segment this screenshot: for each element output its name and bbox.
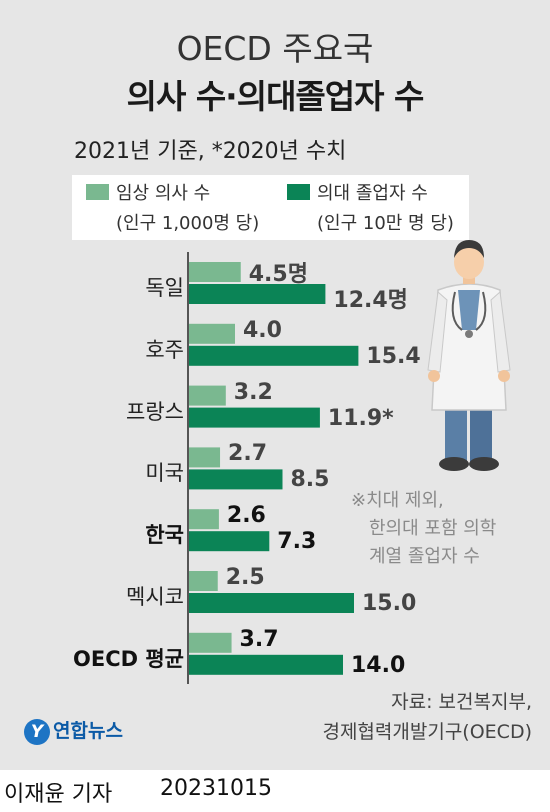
- category-label: 호주: [145, 337, 184, 362]
- value-label-clinical-doctors: 3.7: [239, 626, 279, 652]
- value-label-clinical-doctors: 2.6: [226, 503, 266, 529]
- bar-graduates: [189, 284, 326, 304]
- reporter-credit: 이재윤 기자: [4, 782, 113, 807]
- bar-clinical-doctors: [189, 262, 241, 282]
- value-label-clinical-doctors: 4.0: [243, 317, 282, 343]
- category-label: 독일: [145, 276, 184, 300]
- legend-swatch-graduates: [287, 184, 310, 200]
- bars-group: [189, 262, 359, 675]
- value-label-graduates: 8.5: [290, 467, 330, 493]
- bar-clinical-doctors: [189, 509, 219, 530]
- legend-label-graduates: 의대 졸업자 수: [317, 183, 428, 204]
- value-label-graduates: 7.3: [277, 529, 317, 555]
- source-note: 자료: 보건복지부, 경제협력개발기구(OECD): [322, 687, 532, 747]
- publication-date: 20231015: [160, 776, 272, 801]
- bar-graduates: [189, 345, 359, 366]
- legend: 임상 의사 수 (인구 1,000명 당) 의대 졸업자 수 (인구 10만 명…: [72, 175, 469, 240]
- logo-text: 연합뉴스: [53, 720, 123, 742]
- bar-graduates: [189, 407, 320, 428]
- footnote-line: ※치대 제외,: [351, 490, 444, 511]
- source-line: 경제협력개발기구(OECD): [322, 721, 532, 743]
- bar-clinical-doctors: [189, 447, 221, 468]
- category-label: 한국: [145, 523, 184, 548]
- category-label: 미국: [145, 461, 184, 486]
- bar-clinical-doctors: [189, 632, 232, 653]
- value-label-graduates: 15.4: [366, 343, 421, 369]
- bar-chart: [187, 240, 511, 684]
- chart-subtitle: 의사 수·의대졸업자 수: [126, 77, 425, 116]
- legend-swatch-clinical-doctors: [86, 184, 109, 200]
- value-label-clinical-doctors: 2.5: [225, 565, 265, 590]
- footnote-line: 계열 졸업자 수: [369, 546, 480, 567]
- legend-unit-clinical-doctors: (인구 1,000명 당): [116, 213, 260, 234]
- value-label-graduates: 15.0: [362, 591, 417, 616]
- footnote: ※치대 제외, 한의대 포함 의학 계열 졸업자 수: [351, 487, 496, 571]
- bar-clinical-doctors: [189, 571, 218, 591]
- bar-graduates: [189, 593, 354, 613]
- reference-year-note: 2021년 기준, *2020년 수치: [74, 139, 347, 164]
- value-label-graduates: 11.9*: [327, 405, 394, 431]
- category-label: OECD 평균: [73, 646, 184, 671]
- value-label-clinical-doctors: 4.5명: [248, 262, 308, 287]
- bar-graduates: [189, 654, 343, 675]
- value-label-clinical-doctors: 2.7: [228, 441, 268, 467]
- chart-title: OECD 주요국: [176, 29, 374, 68]
- value-label-graduates: 14.0: [351, 652, 406, 678]
- value-label-graduates: 12.4명: [333, 288, 408, 313]
- bar-clinical-doctors: [189, 385, 226, 406]
- category-label: 프랑스: [126, 399, 184, 424]
- bar-clinical-doctors: [189, 323, 235, 344]
- news-agency-logo: Y 연합뉴스: [24, 716, 123, 745]
- source-line: 자료: 보건복지부,: [391, 691, 532, 713]
- footnote-line: 한의대 포함 의학: [369, 518, 497, 539]
- bar-graduates: [189, 531, 270, 552]
- bar-graduates: [189, 469, 283, 490]
- doctor-illustration: [427, 240, 511, 471]
- legend-label-clinical-doctors: 임상 의사 수: [116, 183, 211, 204]
- category-label: 멕시코: [126, 585, 184, 609]
- logo-icon: Y: [24, 718, 50, 745]
- legend-unit-graduates: (인구 10만 명 당): [317, 213, 454, 234]
- value-label-clinical-doctors: 3.2: [233, 379, 273, 405]
